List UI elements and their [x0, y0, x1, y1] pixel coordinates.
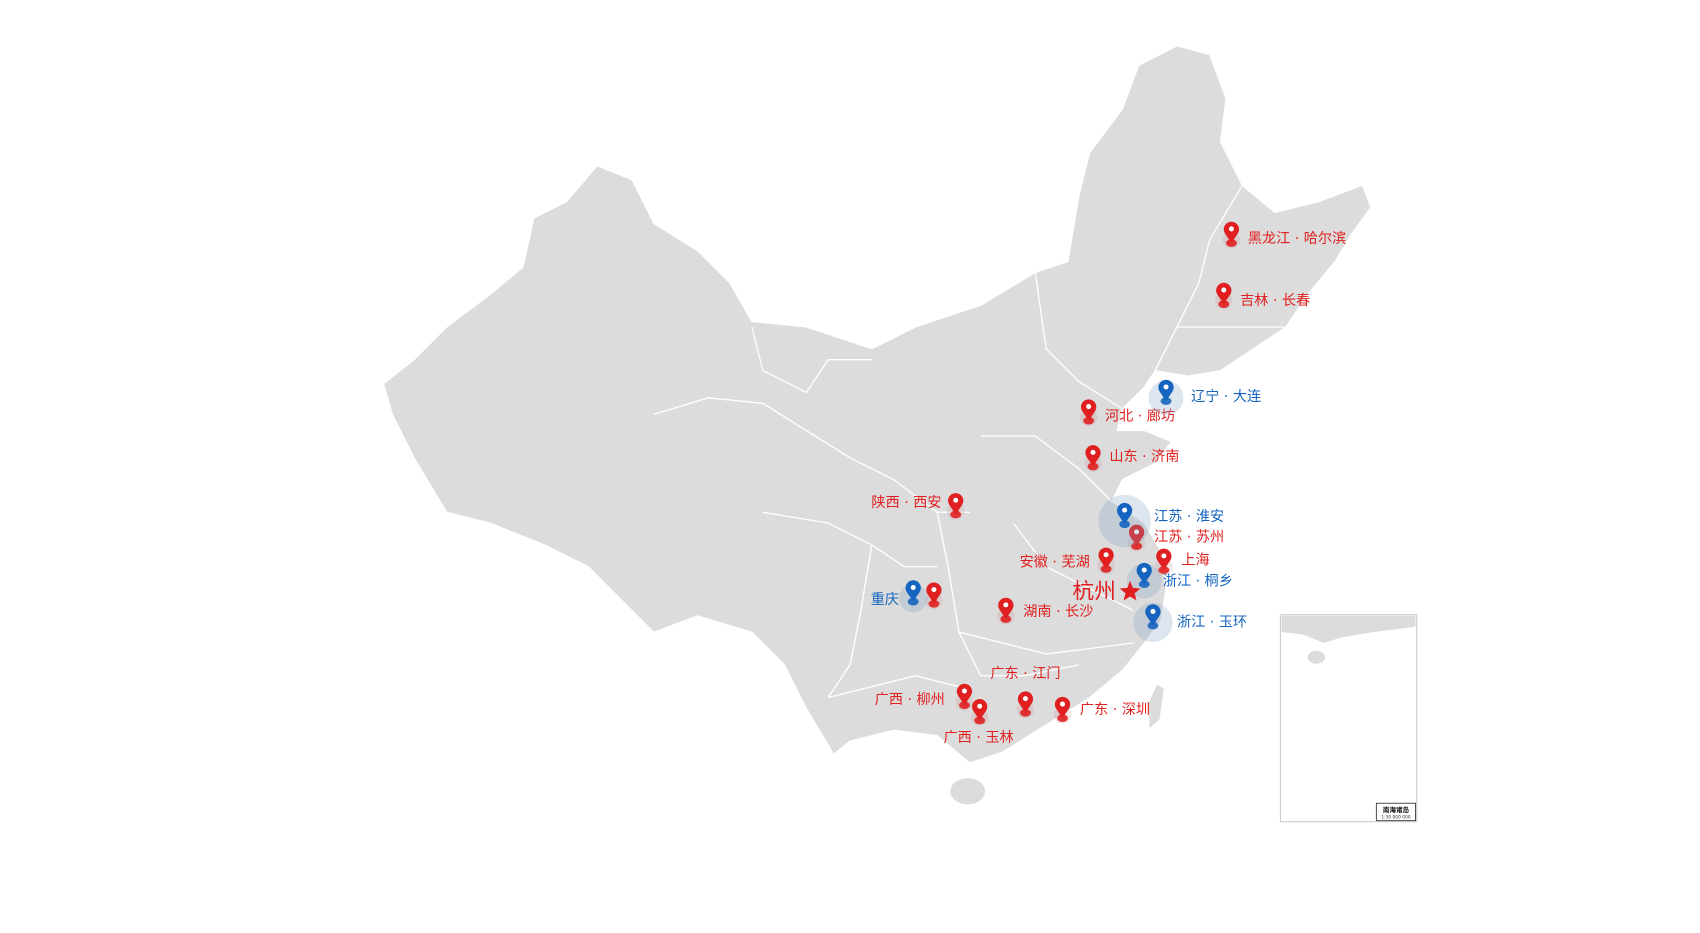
pin-dot — [1003, 602, 1009, 608]
map-pin-icon — [972, 699, 988, 721]
pin-dot — [1022, 696, 1028, 702]
map-pin-icon — [998, 597, 1014, 620]
pin-dot — [1103, 552, 1109, 558]
map-pin-icon — [926, 582, 942, 604]
marker-blue[interactable]: 辽宁 · 大连 — [1148, 379, 1262, 416]
marker-label: 黑龙江 · 哈尔滨 — [1248, 231, 1346, 247]
marker-red[interactable]: 黑龙江 · 哈尔滨 — [1222, 221, 1347, 249]
marker-blue[interactable]: 江苏 · 淮安 — [1098, 494, 1224, 548]
marker-red[interactable]: 广东 · 深圳 — [1053, 696, 1150, 724]
pin-dot — [1122, 507, 1128, 513]
map-pin-icon — [1156, 548, 1172, 571]
map-pin-icon — [948, 493, 964, 515]
map-pin-icon — [1085, 445, 1101, 467]
map-pin-icon — [956, 683, 973, 706]
marker-label: 广东 · 江门 — [990, 666, 1060, 682]
mainland — [382, 45, 1372, 805]
province-borders — [653, 185, 1286, 699]
pin-dot — [910, 584, 916, 590]
marker-red[interactable]: 吉林 · 长春 — [1215, 282, 1310, 310]
marker-red[interactable]: 安徽 · 芜湖 — [1020, 547, 1115, 575]
marker-red[interactable]: 河北 · 廊坊 — [1079, 399, 1175, 427]
pin-base — [1083, 416, 1095, 425]
pin-dot — [931, 587, 937, 593]
pin-dot — [953, 497, 959, 503]
marker-label: 上海 — [1181, 553, 1209, 569]
china-outline — [382, 45, 1372, 764]
marker-blue[interactable]: 浙江 · 桐乡 — [1126, 562, 1233, 599]
pin-dot — [1161, 553, 1167, 559]
map-pin-icon — [1098, 547, 1114, 569]
map-pin-icon — [1128, 524, 1145, 547]
map-pin-icon — [905, 580, 921, 602]
marker-blue[interactable]: 浙江 · 玉环 — [1133, 602, 1247, 642]
marker-label: 江苏 · 苏州 — [1154, 530, 1224, 546]
marker-label: 辽宁 · 大连 — [1191, 388, 1261, 405]
map-pin-icon — [1116, 502, 1133, 525]
marker-label: 河北 · 廊坊 — [1105, 408, 1175, 425]
map-pin-icon — [1216, 282, 1232, 305]
marker-label: 江苏 · 淮安 — [1154, 509, 1224, 525]
hainan-island — [950, 778, 986, 805]
marker-label: 浙江 · 桐乡 — [1163, 573, 1233, 589]
pin-dot — [961, 688, 967, 694]
map-pin-icon — [1136, 562, 1152, 585]
inset-scale: 1:30 000 000 — [1381, 814, 1410, 820]
map-pin-icon — [1017, 691, 1034, 713]
pin-base — [1000, 615, 1012, 623]
marker-label: 陕西 · 西安 — [871, 495, 941, 511]
pin-dot — [1134, 529, 1140, 535]
inset-title: 南海诸岛 — [1383, 805, 1410, 814]
pin-base — [1218, 300, 1230, 308]
pin-dot — [1221, 287, 1227, 293]
marker-red[interactable] — [925, 582, 943, 610]
marker-label: 广西 · 柳州 — [875, 691, 945, 708]
pin-dot — [1150, 608, 1156, 614]
marker-red[interactable]: 山东 · 济南 — [1084, 445, 1179, 472]
marker-red[interactable]: 广东 · 江门 — [990, 666, 1061, 719]
star-icon — [1119, 580, 1141, 601]
marker-red[interactable]: 陕西 · 西安 — [871, 493, 965, 520]
pin-dot — [1090, 449, 1096, 455]
marker-blue[interactable]: 重庆 — [871, 580, 928, 613]
pin-dot — [1086, 404, 1092, 410]
marker-label: 广东 · 深圳 — [1080, 702, 1150, 718]
pin-dot — [1163, 384, 1169, 390]
marker-label: 湖南 · 长沙 — [1023, 604, 1093, 620]
map-pin-icon — [1223, 221, 1240, 244]
marker-label: 吉林 · 长春 — [1240, 293, 1310, 309]
marker-label: 浙江 · 玉环 — [1177, 615, 1247, 631]
map-pin-icon — [1081, 399, 1097, 421]
marker-label: 广西 · 玉林 — [944, 730, 1014, 746]
south-china-sea-inset: 南海诸岛 1:30 000 000 — [1279, 614, 1418, 823]
capital-marker[interactable]: 杭州 — [1072, 579, 1141, 604]
marker-red[interactable]: 湖南 · 长沙 — [997, 597, 1093, 625]
map-pin-icon — [1054, 696, 1071, 719]
pin-dot — [1228, 226, 1234, 232]
capital-label: 杭州 — [1072, 579, 1116, 604]
map-pin-icon — [1145, 604, 1161, 626]
marker-red[interactable]: 江苏 · 苏州 — [1127, 524, 1224, 552]
taiwan-island — [1148, 684, 1164, 729]
pin-dot — [977, 703, 983, 709]
marker-red[interactable]: 广西 · 柳州 — [875, 683, 974, 711]
pin-dot — [1141, 567, 1147, 573]
marker-label: 安徽 · 芜湖 — [1020, 554, 1090, 571]
marker-red[interactable]: 上海 — [1155, 548, 1210, 576]
map-pin-icon — [1158, 379, 1174, 402]
pin-dot — [1059, 701, 1066, 707]
marker-label: 重庆 — [871, 592, 899, 608]
marker-red[interactable]: 广西 · 玉林 — [944, 699, 1014, 746]
marker-label: 山东 · 济南 — [1109, 449, 1179, 465]
